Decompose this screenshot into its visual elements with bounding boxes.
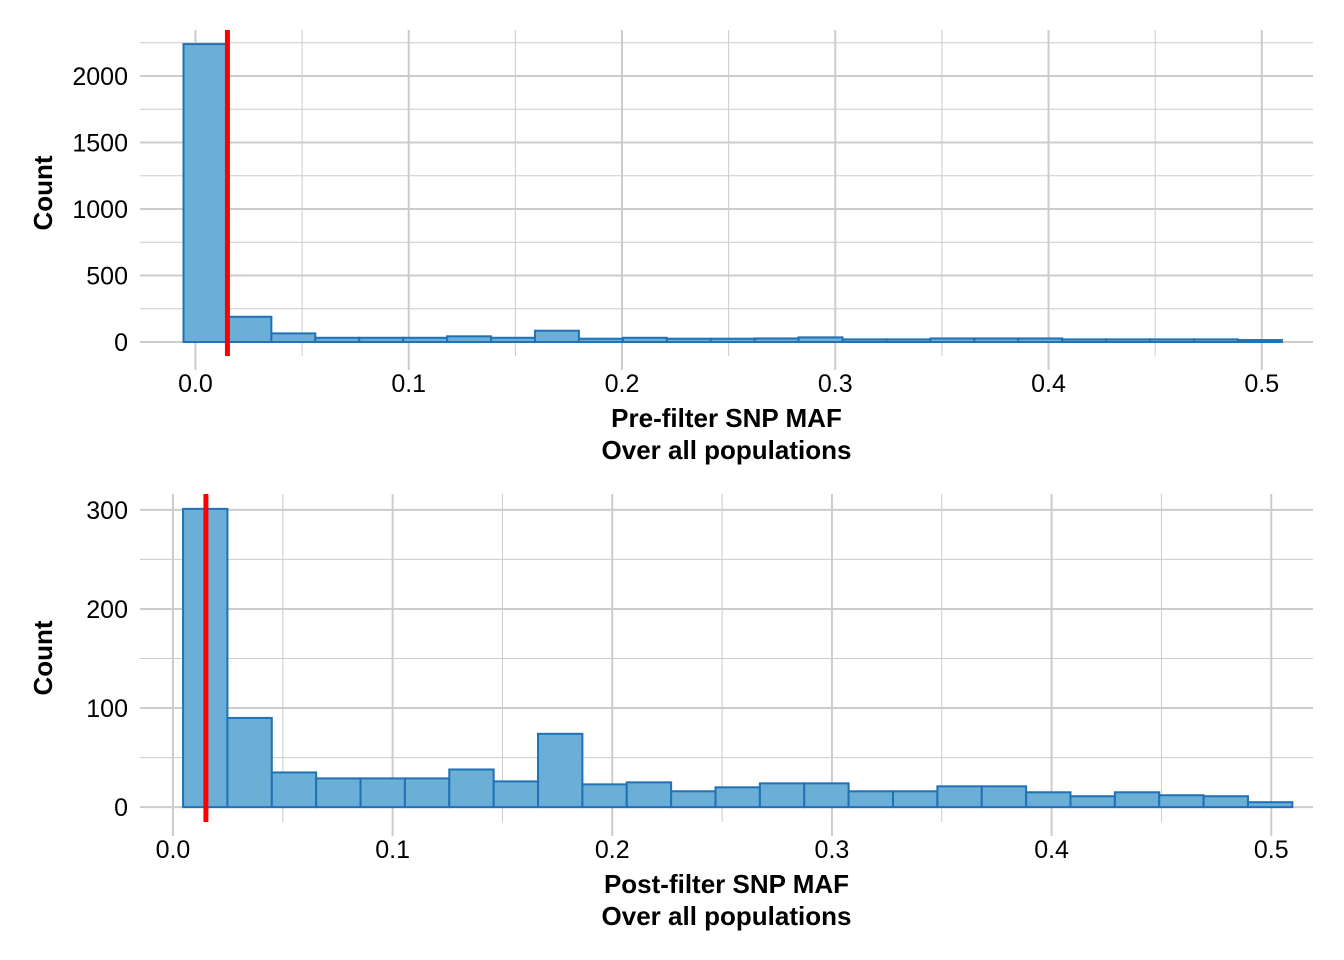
- histogram-bar: [797, 336, 844, 344]
- histogram-bar: [753, 337, 800, 344]
- x-tick-label: 0.0: [156, 836, 191, 864]
- x-tick-label: 0.3: [815, 836, 850, 864]
- y-tick-label: 2000: [72, 63, 128, 91]
- histogram-bar: [929, 337, 976, 344]
- histogram-bar: [1202, 795, 1249, 809]
- x-tick-label: 0.0: [178, 370, 213, 398]
- x-axis-label: Post-filter SNP MAF: [604, 869, 849, 899]
- histogram-bar: [1017, 337, 1064, 344]
- x-tick-label: 0.5: [1254, 836, 1289, 864]
- y-tick-label: 100: [86, 695, 128, 723]
- y-axis-label: Count: [28, 620, 58, 695]
- histogram-bar: [446, 335, 493, 344]
- histogram-bar: [448, 768, 495, 809]
- y-tick-label: 200: [86, 596, 128, 624]
- histogram-bar: [709, 337, 756, 344]
- histogram-bar: [1158, 794, 1205, 809]
- histogram-bar: [892, 790, 939, 809]
- histogram-bar: [980, 785, 1028, 809]
- histogram-bar: [314, 336, 361, 344]
- x-tick-label: 0.5: [1244, 370, 1279, 398]
- histogram-bar: [270, 332, 317, 344]
- histogram-bar: [1025, 791, 1072, 809]
- histogram-bar: [533, 329, 580, 344]
- histogram-bar: [1236, 339, 1283, 344]
- histogram-bar: [973, 337, 1020, 344]
- histogram-bar: [537, 732, 584, 809]
- histogram-bar: [1105, 338, 1152, 344]
- y-tick-label: 0: [114, 794, 128, 822]
- pre-filter-histogram: 0.0 0.1 0.2 0.3 0.4 0.5 0 500 1000 1500 2000 Pre-fi…: [28, 30, 1313, 465]
- x-tick-label: 0.1: [391, 370, 426, 398]
- histogram-bar: [492, 780, 540, 809]
- histogram-bar: [402, 336, 449, 344]
- histogram-bar: [1192, 338, 1239, 344]
- histogram-bar: [670, 790, 717, 809]
- y-tick-label: 1500: [72, 130, 128, 158]
- histogram-bar: [577, 337, 624, 344]
- histogram-bar: [182, 43, 229, 344]
- histogram-bar: [841, 338, 888, 344]
- histogram-bar: [1149, 338, 1195, 344]
- y-axis-label: Count: [28, 155, 58, 230]
- histogram-bar: [226, 315, 273, 344]
- histogram-bar: [315, 777, 362, 809]
- x-tick-label: 0.1: [375, 836, 410, 864]
- y-tick-label: 300: [86, 497, 128, 525]
- x-axis-label-line2: Over all populations: [602, 901, 852, 931]
- x-tick-label: 0.2: [595, 836, 630, 864]
- histogram-bar: [1061, 338, 1108, 344]
- histogram-bar: [1069, 795, 1116, 809]
- histogram-bar: [358, 336, 405, 344]
- x-tick-label: 0.2: [605, 370, 640, 398]
- histogram-bar: [581, 783, 628, 809]
- histogram-bar: [403, 777, 451, 809]
- histogram-bar: [665, 337, 712, 344]
- histogram-bar: [359, 777, 406, 809]
- y-tick-label: 1000: [72, 196, 128, 224]
- histogram-bar: [847, 790, 895, 809]
- y-tick-label: 500: [86, 263, 128, 291]
- histogram-bar: [1113, 791, 1161, 809]
- histogram-bar: [621, 336, 668, 344]
- histogram-bar: [714, 786, 761, 809]
- post-filter-histogram: 0.0 0.1 0.2 0.3 0.4 0.5 0 100 200 300 Post-filter …: [28, 494, 1313, 931]
- x-axis-label: Pre-filter SNP MAF: [611, 403, 842, 433]
- histogram-bar: [270, 771, 318, 809]
- x-tick-label: 0.4: [1034, 836, 1069, 864]
- histogram-bar: [1246, 801, 1294, 809]
- x-tick-label: 0.4: [1031, 370, 1066, 398]
- histogram-bar: [490, 336, 536, 344]
- histogram-bar: [885, 338, 932, 344]
- histogram-bar: [758, 782, 806, 809]
- histogram-bar: [625, 781, 673, 809]
- histogram-bar: [936, 785, 983, 809]
- x-tick-label: 0.3: [818, 370, 853, 398]
- histogram-bar: [226, 716, 273, 809]
- y-tick-label: 0: [114, 329, 128, 357]
- x-axis-label-line2: Over all populations: [602, 435, 852, 465]
- histogram-bar: [803, 782, 850, 809]
